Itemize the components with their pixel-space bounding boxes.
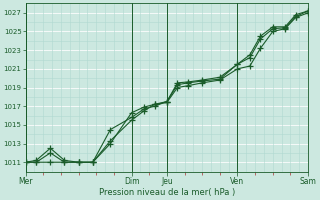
X-axis label: Pression niveau de la mer( hPa ): Pression niveau de la mer( hPa ) xyxy=(99,188,235,197)
